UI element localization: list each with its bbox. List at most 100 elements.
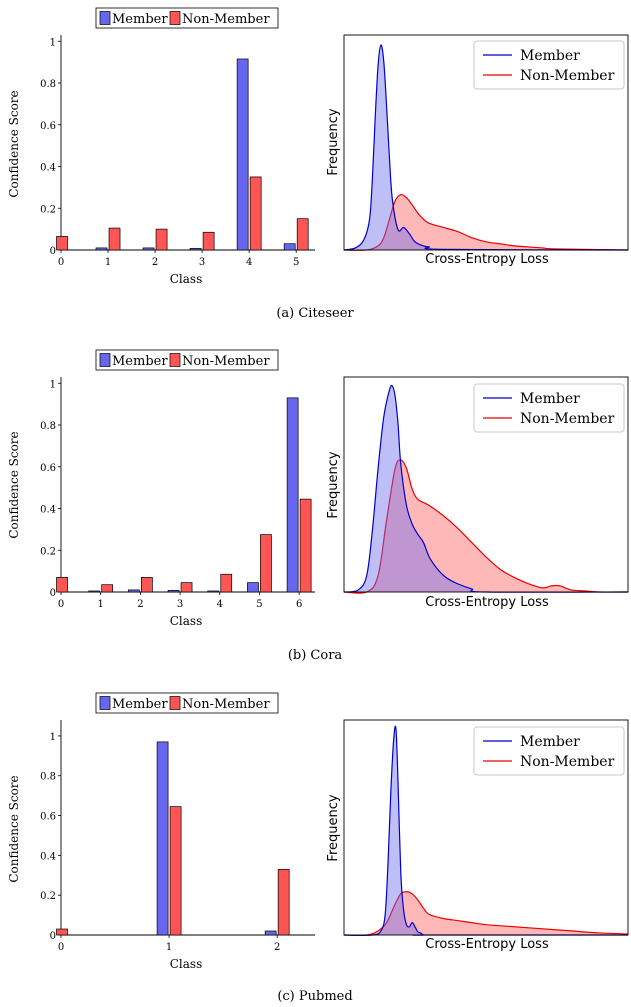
bar-nonmember-4 <box>249 176 262 251</box>
y-tick-label: 0.8 <box>40 421 56 432</box>
y-axis-label: Frequency <box>326 451 341 518</box>
x-tick-label: 1 <box>166 942 172 953</box>
bar-nonmember-1 <box>108 227 121 251</box>
bar-legend-nonmember: Non-Member <box>182 12 270 27</box>
kde-legend-nonmember: Non-Member <box>520 411 615 427</box>
kde-legend-nonmember: Non-Member <box>520 68 615 84</box>
y-axis-label: Frequency <box>326 108 341 175</box>
y-tick-label: 1 <box>50 379 56 390</box>
bar-nonmember-5 <box>296 218 309 251</box>
axes: 0 0.2 0.4 0.6 0.8 1 0 1 2 3 4 5 6 <box>40 377 315 610</box>
x-tick-label: 4 <box>217 599 223 610</box>
bar-nonmember-1 <box>169 806 182 936</box>
density-line-member <box>343 44 629 251</box>
pubmed-density-chart: Frequency Cross-Entropy Loss Member Non-… <box>326 719 629 952</box>
bar-member-4 <box>207 590 220 593</box>
y-tick-label: 0.8 <box>40 79 56 90</box>
kde-legend-member: Member <box>520 734 580 750</box>
kde-legend-member: Member <box>520 391 580 407</box>
x-tick-label: 3 <box>199 257 205 268</box>
y-tick-label: 0 <box>50 931 56 942</box>
bar-member-5 <box>283 243 296 251</box>
bar-legend-box <box>95 7 279 29</box>
caption-cora: (b) Cora <box>288 648 343 663</box>
x-tick-label: 2 <box>137 599 143 610</box>
cora-bar-chart: 00.20.40.60.810 1 2 3 4 5 6 Member Non-Member … <box>7 349 315 628</box>
citeseer-density-chart: Frequency Cross-Entropy Loss Member Non-… <box>326 34 629 267</box>
legend-member-swatch <box>99 353 111 367</box>
x-tick-label: 0 <box>58 942 64 953</box>
density-line-nonmember <box>343 891 629 936</box>
kde-legend-box <box>473 40 625 90</box>
bar-member-4 <box>236 58 249 251</box>
x-tick-label: 0 <box>58 257 64 268</box>
y-axis-label: Confidence Score <box>7 775 21 882</box>
x-tick-label: 5 <box>256 599 262 610</box>
plot-frame <box>343 376 629 593</box>
legend-nonmember-swatch <box>169 353 181 367</box>
bar-nonmember-4 <box>220 573 233 593</box>
x-axis-label: Class <box>170 272 203 286</box>
bar-member-2 <box>128 589 140 593</box>
x-tick-label: 0 <box>58 599 64 610</box>
y-tick-label: 0 <box>50 246 56 257</box>
bar-member-1 <box>156 741 169 936</box>
axes: 0 0.2 0.4 0.6 0.8 1 0 1 2 3 4 5 <box>40 35 315 268</box>
x-tick-label: 5 <box>293 257 299 268</box>
axes: 0 0.2 0.4 0.6 0.8 1 0 1 2 <box>40 720 315 953</box>
x-tick-label: 6 <box>296 599 302 610</box>
plot-frame <box>343 34 629 251</box>
pubmed-row: 0 0.2 0.4 0.6 0.8 1 0 1 2 Member Non-Member Conf… <box>7 692 629 1004</box>
bar-member-1 <box>88 590 101 593</box>
bar-member-1 <box>95 247 108 251</box>
y-tick-label: 0.6 <box>40 812 56 823</box>
bar-member-2 <box>264 930 277 936</box>
x-tick-label: 1 <box>98 599 104 610</box>
y-tick-label: 0.2 <box>40 204 56 215</box>
bar-nonmember-2 <box>141 577 153 593</box>
y-tick-label: 0.2 <box>40 546 56 557</box>
y-axis-label: Confidence Score <box>7 431 21 538</box>
x-tick-label: 2 <box>152 257 158 268</box>
y-axis-label: Confidence Score <box>7 90 21 197</box>
caption-citeseer: (a) Citeseer <box>276 306 354 321</box>
y-tick-label: 0.6 <box>40 121 56 132</box>
density-area-member <box>344 44 628 251</box>
density-curves <box>343 384 629 594</box>
bar-nonmember-3 <box>202 231 215 251</box>
legend-member-swatch <box>99 11 111 25</box>
kde-legend-member: Member <box>520 48 580 64</box>
bars <box>56 397 312 593</box>
bar-nonmember-5 <box>260 534 272 593</box>
bar-member-6 <box>286 397 299 593</box>
x-axis-label: Cross-Entropy Loss <box>425 252 549 267</box>
legend-member-swatch <box>99 696 111 710</box>
x-tick-label: 4 <box>246 257 252 268</box>
x-tick-label: 1 <box>105 257 111 268</box>
y-tick-label: 0.2 <box>40 891 56 902</box>
bar-member-3 <box>167 589 180 593</box>
y-tick-label: 0.4 <box>40 851 56 862</box>
kde-legend-nonmember: Non-Member <box>520 754 615 770</box>
bar-member-5 <box>247 582 259 593</box>
bar-nonmember-0 <box>56 236 68 251</box>
y-tick-label: 0.4 <box>40 163 56 174</box>
bar-member-2 <box>142 247 155 251</box>
caption-pubmed: (c) Pubmed <box>277 989 352 1004</box>
density-area-nonmember <box>344 460 628 594</box>
bar-legend-nonmember: Non-Member <box>182 697 270 712</box>
x-axis-label: Cross-Entropy Loss <box>425 595 549 610</box>
y-tick-label: 0.8 <box>40 772 56 783</box>
bar-nonmember-6 <box>299 498 312 593</box>
x-axis-label: Cross-Entropy Loss <box>425 937 549 952</box>
y-tick-label: 1 <box>50 37 56 48</box>
legend-nonmember-swatch <box>169 11 181 25</box>
bar-nonmember-0 <box>56 928 68 936</box>
density-area-nonmember <box>344 891 628 936</box>
y-tick-label: 1 <box>50 732 56 743</box>
density-curves <box>343 725 629 936</box>
bar-legend-nonmember: Non-Member <box>182 354 270 369</box>
bar-nonmember-0 <box>56 577 68 593</box>
density-area-nonmember <box>344 194 628 251</box>
